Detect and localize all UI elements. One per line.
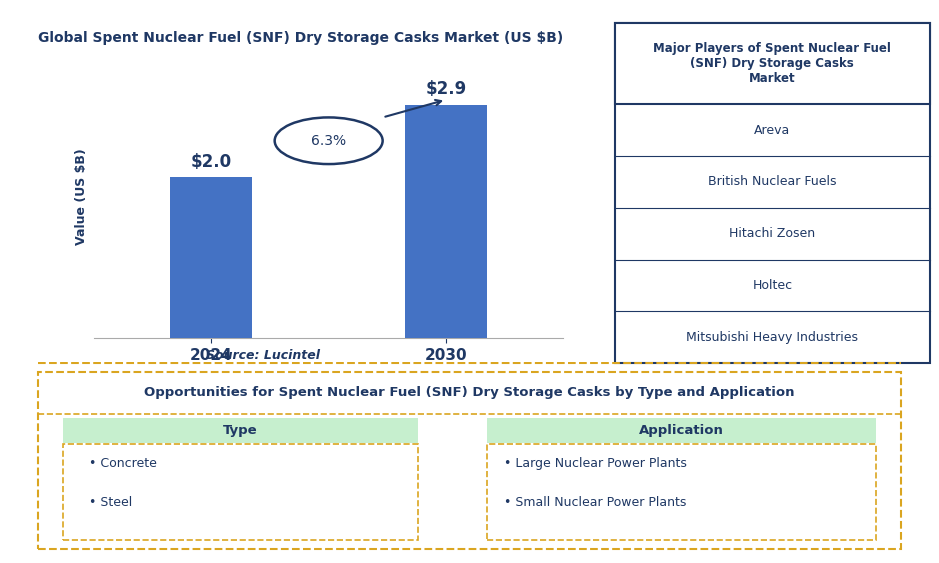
Text: • Steel: • Steel: [89, 497, 132, 510]
Text: $2.0: $2.0: [191, 153, 232, 171]
Bar: [170, 177, 253, 338]
Text: Hitachi Zosen: Hitachi Zosen: [730, 227, 815, 240]
Text: Holtec: Holtec: [752, 279, 793, 292]
FancyBboxPatch shape: [615, 23, 930, 104]
FancyBboxPatch shape: [64, 418, 418, 443]
Text: Mitsubishi Heavy Industries: Mitsubishi Heavy Industries: [686, 330, 858, 344]
FancyBboxPatch shape: [486, 418, 875, 443]
Text: Opportunities for Spent Nuclear Fuel (SNF) Dry Storage Casks by Type and Applica: Opportunities for Spent Nuclear Fuel (SN…: [145, 386, 794, 399]
Text: British Nuclear Fuels: British Nuclear Fuels: [708, 176, 837, 189]
Text: Source: Lucintel: Source: Lucintel: [206, 349, 320, 362]
Text: Major Players of Spent Nuclear Fuel
(SNF) Dry Storage Casks
Market: Major Players of Spent Nuclear Fuel (SNF…: [654, 42, 891, 85]
Text: Type: Type: [223, 423, 258, 436]
Text: Global Spent Nuclear Fuel (SNF) Dry Storage Casks Market (US $B): Global Spent Nuclear Fuel (SNF) Dry Stor…: [38, 31, 562, 45]
Text: Application: Application: [639, 423, 724, 436]
Text: • Small Nuclear Power Plants: • Small Nuclear Power Plants: [504, 497, 686, 510]
Text: Areva: Areva: [754, 124, 791, 137]
Bar: [405, 105, 487, 338]
Text: • Concrete: • Concrete: [89, 457, 157, 470]
Text: • Large Nuclear Power Plants: • Large Nuclear Power Plants: [504, 457, 687, 470]
Text: $2.9: $2.9: [425, 80, 467, 98]
Y-axis label: Value (US $B): Value (US $B): [75, 149, 88, 245]
Text: 6.3%: 6.3%: [311, 134, 346, 148]
